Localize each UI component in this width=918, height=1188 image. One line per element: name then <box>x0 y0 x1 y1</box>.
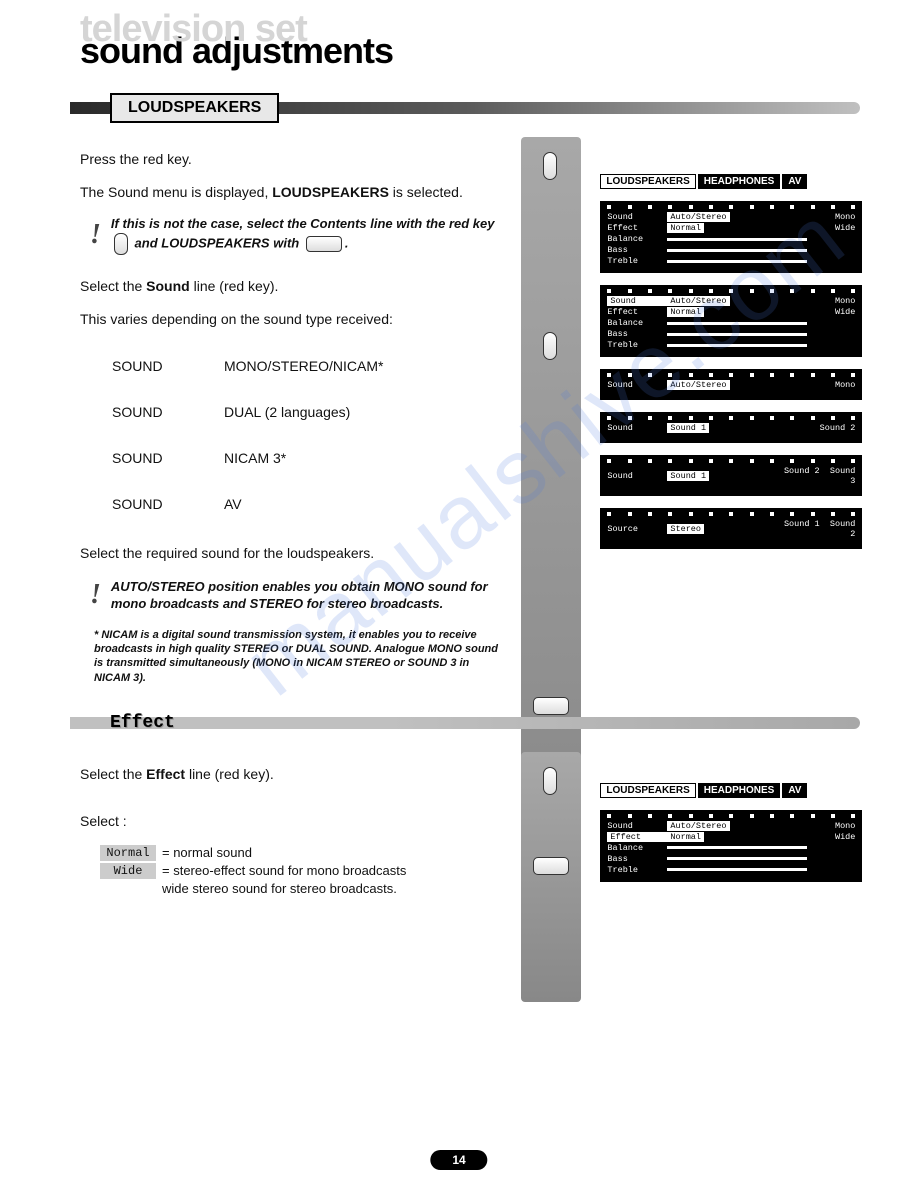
tab-av: AV <box>782 783 807 798</box>
section1-content: Press the red key. The Sound menu is dis… <box>80 142 868 701</box>
table-row: SOUNDAV <box>112 482 403 526</box>
osd-screen: SoundSound 1Sound 2 <box>600 412 862 443</box>
tab-headphones: HEADPHONES <box>698 174 781 189</box>
osd-previews: LOUDSPEAKERS HEADPHONES AV SoundAuto/Ste… <box>600 757 868 899</box>
exclamation-icon: ! <box>90 217 101 253</box>
instruction: This varies depending on the sound type … <box>80 310 501 329</box>
manual-page: television set sound adjustments LOUDSPE… <box>0 0 918 1188</box>
remote-key-icon <box>543 767 557 795</box>
remote-key-icon <box>114 233 128 255</box>
instruction: Select the Sound line (red key). <box>80 277 501 296</box>
note-callout: ! AUTO/STEREO position enables you obtai… <box>90 577 501 613</box>
instruction: Select the Effect line (red key). <box>80 765 501 784</box>
section-effect-band: Effect <box>80 707 868 739</box>
select-options: Normal= normal sound Wide= stereo-effect… <box>100 845 501 897</box>
left-instructions: Press the red key. The Sound menu is dis… <box>80 142 501 701</box>
osd-tabs: LOUDSPEAKERS HEADPHONES AV <box>600 174 868 189</box>
osd-previews: LOUDSPEAKERS HEADPHONES AV SoundAuto/Ste… <box>600 142 868 701</box>
remote-key-icon <box>543 332 557 360</box>
left-instructions: Select the Effect line (red key). Select… <box>80 757 501 899</box>
osd-screen: SoundAuto/StereoMono <box>600 369 862 400</box>
remote-arrow-key-icon <box>306 236 342 252</box>
osd-screen: SoundSound 1Sound 2 Sound 3 <box>600 455 862 496</box>
list-item: Normal= normal sound <box>100 845 501 861</box>
remote-indicator-strip <box>501 142 600 701</box>
list-item: xwide stereo sound for stereo broadcasts… <box>100 881 501 897</box>
tab-loudspeakers: LOUDSPEAKERS <box>600 783 695 798</box>
remote-indicator-strip <box>501 757 600 899</box>
exclamation-icon: ! <box>90 577 101 613</box>
osd-screen: SoundAuto/StereoMono EffectNormalWide Ba… <box>600 810 862 882</box>
page-number: 14 <box>430 1150 487 1170</box>
tab-headphones: HEADPHONES <box>698 783 781 798</box>
vertical-strip <box>521 137 581 847</box>
instruction: Select the required sound for the loudsp… <box>80 544 501 563</box>
section-loudspeakers-band: LOUDSPEAKERS <box>80 92 868 124</box>
tab-loudspeakers: LOUDSPEAKERS <box>600 174 695 189</box>
instruction: The Sound menu is displayed, LOUDSPEAKER… <box>80 183 501 202</box>
remote-arrow-key-icon <box>533 857 569 875</box>
note-callout: ! If this is not the case, select the Co… <box>90 216 501 255</box>
section2-content: Select the Effect line (red key). Select… <box>80 757 868 899</box>
tab-av: AV <box>782 174 807 189</box>
section-heading: Effect <box>110 713 175 733</box>
sound-options-table: SOUNDMONO/STEREO/NICAM* SOUNDDUAL (2 lan… <box>110 342 405 528</box>
list-item: Wide= stereo-effect sound for mono broad… <box>100 863 501 879</box>
section-heading: LOUDSPEAKERS <box>110 93 279 123</box>
footnote: * NICAM is a digital sound transmission … <box>94 628 501 685</box>
ghost-title: television set <box>80 8 307 51</box>
osd-screen: SoundAuto/StereoMono EffectNormalWide Ba… <box>600 285 862 357</box>
table-row: SOUNDMONO/STEREO/NICAM* <box>112 344 403 388</box>
instruction: Press the red key. <box>80 150 501 169</box>
osd-screen: SoundAuto/StereoMono EffectNormalWide Ba… <box>600 201 862 273</box>
remote-key-icon <box>543 152 557 180</box>
table-row: SOUNDNICAM 3* <box>112 436 403 480</box>
osd-tabs: LOUDSPEAKERS HEADPHONES AV <box>600 783 868 798</box>
table-row: SOUNDDUAL (2 languages) <box>112 390 403 434</box>
band-graphic <box>70 717 860 729</box>
instruction: Select : <box>80 812 501 831</box>
osd-screen: SourceStereoSound 1 Sound 2 <box>600 508 862 549</box>
